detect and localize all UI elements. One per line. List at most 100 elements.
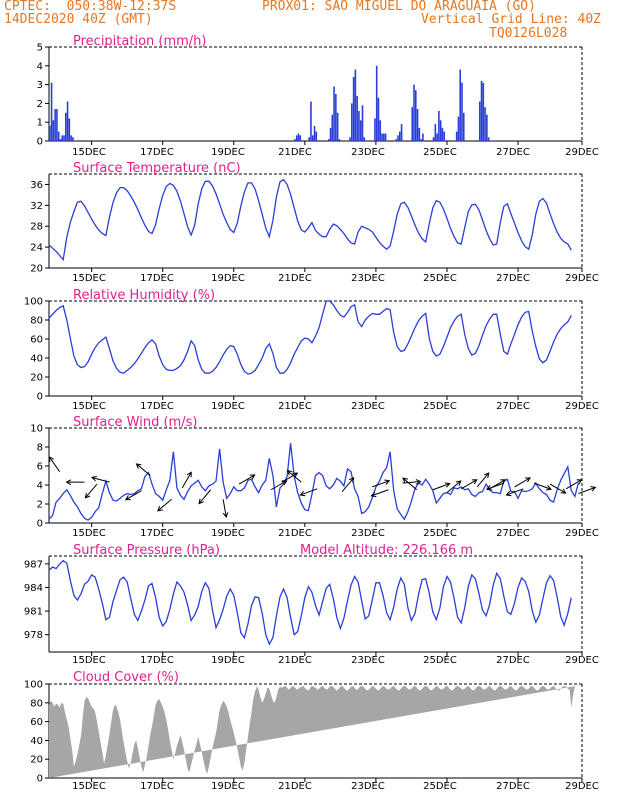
wind-arrow-head xyxy=(292,472,299,478)
precip-bar xyxy=(59,139,62,141)
wind-arrow-shaft xyxy=(549,483,566,494)
series-line xyxy=(48,300,572,375)
wind-arrow-head xyxy=(198,498,204,505)
x-tick-label: 19DEC xyxy=(211,781,245,792)
x-tick-label: 21DEC xyxy=(278,273,312,284)
y-tick-label: 2 xyxy=(37,99,43,110)
wind-arrow-head xyxy=(576,479,583,485)
precip-bar xyxy=(294,139,296,141)
wind-arrow xyxy=(446,480,462,493)
x-tick-label: 21DEC xyxy=(278,781,312,792)
precip-bar xyxy=(359,120,362,141)
x-tick-label: 29DEC xyxy=(565,528,599,539)
precip-bar xyxy=(383,133,385,141)
panel-title: Surface Pressure (hPa) xyxy=(73,543,220,558)
x-tick-label: 15DEC xyxy=(72,528,106,539)
panel-3 xyxy=(45,300,583,400)
wind-arrow xyxy=(222,499,229,519)
wind-arrow xyxy=(578,486,597,495)
x-tick-label: 21DEC xyxy=(278,655,312,666)
wind-arrow-shaft xyxy=(402,481,421,484)
wind-arrow xyxy=(65,479,85,485)
wind-arrow-shaft xyxy=(125,490,142,501)
y-tick-label: 100 xyxy=(24,297,43,308)
wind-arrow xyxy=(299,488,318,497)
precip-bar xyxy=(356,95,358,141)
wind-arrow xyxy=(432,482,451,491)
wind-arrow-head xyxy=(91,475,97,482)
panel-title: Relative Humidity (%) xyxy=(73,288,215,303)
precip-bar xyxy=(361,105,364,141)
wind-arrow xyxy=(460,479,478,490)
header-location: PROX01: SAO MIGUEL DO ARAGUAIA (GO) xyxy=(262,0,536,14)
y-tick-label: 80 xyxy=(30,316,43,327)
x-tick-label: 17DEC xyxy=(140,655,174,666)
wind-arrow xyxy=(476,472,490,488)
y-tick-label: 20 xyxy=(30,373,43,384)
y-tick-label: 3 xyxy=(37,80,43,91)
wind-arrow-head xyxy=(222,512,229,519)
wind-arrow-shaft xyxy=(402,477,418,491)
wind-arrow-head xyxy=(124,495,131,501)
wind-arrow-shaft xyxy=(48,456,61,472)
precip-bar xyxy=(413,84,415,141)
y-tick-label: 984 xyxy=(24,583,43,594)
wind-arrow-head xyxy=(444,482,451,488)
precip-bar xyxy=(486,114,488,141)
precip-bar xyxy=(384,133,387,141)
panel-title: Surface Temperature (nC) xyxy=(73,161,241,176)
y-tick-label: 24 xyxy=(30,243,43,254)
precip-bar xyxy=(336,112,339,141)
wind-arrow xyxy=(402,477,418,491)
precip-bar xyxy=(414,90,417,141)
header-code: TQ0126L028 xyxy=(489,26,568,41)
wind-arrow-shaft xyxy=(222,499,227,518)
y-tick-label: 6 xyxy=(37,462,43,473)
precip-bar xyxy=(338,139,341,141)
wind-arrow-head xyxy=(402,477,408,484)
precip-bar xyxy=(297,133,300,141)
wind-arrow xyxy=(485,482,504,491)
y-tick-label: 60 xyxy=(30,717,43,728)
y-tick-label: 28 xyxy=(30,222,43,233)
wind-arrow xyxy=(565,479,583,490)
wind-arrow-shaft xyxy=(270,480,287,491)
x-tick-label: 23DEC xyxy=(351,273,385,284)
wind-arrow-head xyxy=(370,491,377,498)
precip-bar xyxy=(395,139,398,141)
precip-bar xyxy=(352,77,355,141)
x-tick-label: 17DEC xyxy=(140,528,174,539)
precip-bar xyxy=(70,135,72,141)
precip-bar xyxy=(308,137,310,141)
y-tick-label: 60 xyxy=(30,335,43,346)
precip-bar xyxy=(54,109,56,141)
x-tick-label: 29DEC xyxy=(565,273,599,284)
x-tick-label: 17DEC xyxy=(140,401,174,412)
wind-arrow-head xyxy=(415,479,422,485)
precip-bar xyxy=(299,135,302,141)
precip-bar xyxy=(399,131,401,141)
precip-bar xyxy=(64,112,67,141)
x-tick-label: 15DEC xyxy=(72,655,106,666)
precip-bar xyxy=(416,109,419,141)
precip-bar xyxy=(315,131,318,141)
y-tick-label: 10 xyxy=(30,424,43,435)
x-tick-label: 19DEC xyxy=(211,273,245,284)
precip-bar xyxy=(438,110,440,141)
x-tick-label: 25DEC xyxy=(423,147,457,158)
panel-4 xyxy=(45,427,597,527)
wind-arrow-head xyxy=(157,505,163,512)
x-tick-label: 15DEC xyxy=(72,273,106,284)
y-tick-label: 4 xyxy=(37,481,43,492)
precip-bar xyxy=(381,133,383,141)
wind-arrow-head xyxy=(471,479,478,485)
wind-arrow xyxy=(181,471,192,489)
y-tick-label: 981 xyxy=(24,607,43,618)
x-tick-label: 29DEC xyxy=(565,401,599,412)
x-tick-label: 29DEC xyxy=(565,147,599,158)
panel-title: Cloud Cover (%) xyxy=(73,670,179,685)
precip-bar xyxy=(379,120,382,141)
x-tick-label: 29DEC xyxy=(565,655,599,666)
x-tick-label: 15DEC xyxy=(72,401,106,412)
